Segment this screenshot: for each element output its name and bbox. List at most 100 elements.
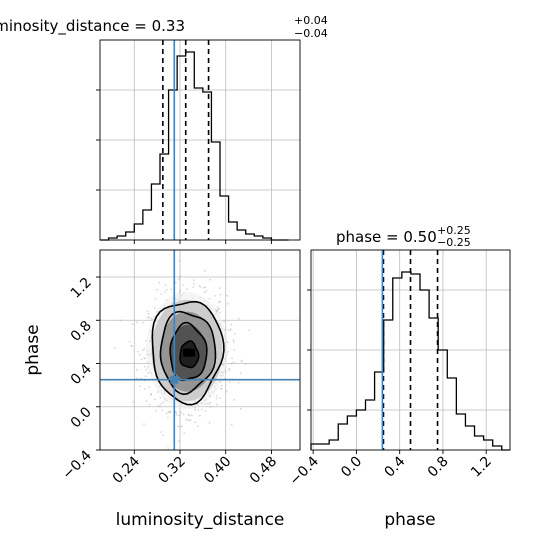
sample-point bbox=[230, 323, 233, 326]
sample-point bbox=[217, 308, 220, 310]
sample-point bbox=[144, 339, 147, 342]
sample-point bbox=[130, 345, 133, 348]
y-tick-label: −0.4 bbox=[59, 447, 94, 482]
sample-point bbox=[137, 350, 139, 353]
sample-point bbox=[232, 361, 235, 364]
sample-point bbox=[179, 289, 182, 292]
sample-point bbox=[231, 357, 233, 360]
sample-point bbox=[168, 411, 171, 413]
x-axis-title-luminosity-distance: luminosity_distance bbox=[116, 510, 285, 530]
sample-point bbox=[154, 410, 157, 412]
luminosity-distance-histogram bbox=[100, 51, 289, 241]
sample-point bbox=[160, 431, 163, 433]
sample-point bbox=[143, 423, 145, 425]
sample-point bbox=[130, 345, 133, 347]
density-contour bbox=[151, 300, 225, 406]
sample-point bbox=[203, 403, 206, 405]
luminosity-distance-title-sup: +0.04 bbox=[294, 14, 328, 27]
sample-point bbox=[202, 286, 205, 289]
sample-point bbox=[204, 410, 207, 412]
luminosity-distance-title: luminosity_distance = 0.33 bbox=[0, 17, 185, 36]
sample-point bbox=[160, 293, 163, 295]
sample-point bbox=[179, 425, 182, 428]
sample-point bbox=[208, 403, 210, 405]
phase-title-sup: +0.25 bbox=[437, 224, 471, 237]
x-tick-label: 0.32 bbox=[155, 454, 188, 487]
density-2d-frame bbox=[99, 249, 301, 451]
luminosity-distance-title-sub: −0.04 bbox=[294, 27, 328, 40]
sample-point bbox=[232, 339, 235, 341]
sample-point bbox=[143, 357, 146, 359]
sample-point bbox=[138, 385, 141, 387]
sample-point bbox=[162, 434, 165, 436]
sample-point bbox=[228, 381, 231, 383]
x-tick-label: 1.2 bbox=[468, 454, 495, 481]
sample-point bbox=[147, 371, 150, 374]
density-contour bbox=[169, 321, 208, 382]
sample-point bbox=[157, 405, 160, 408]
sample-point bbox=[215, 403, 218, 406]
sample-point bbox=[164, 290, 167, 293]
sample-point bbox=[197, 408, 200, 411]
sample-point bbox=[128, 340, 131, 343]
sample-point bbox=[167, 411, 170, 413]
sample-point bbox=[221, 384, 223, 387]
sample-point bbox=[187, 413, 190, 416]
sample-point bbox=[228, 369, 231, 372]
sample-point bbox=[188, 414, 191, 417]
sample-point bbox=[199, 286, 202, 288]
sample-point bbox=[119, 319, 122, 322]
sample-point bbox=[154, 398, 157, 401]
sample-point bbox=[145, 368, 148, 371]
density-contour bbox=[159, 310, 217, 396]
sample-point bbox=[186, 418, 189, 421]
sample-point bbox=[136, 321, 139, 324]
sample-point bbox=[185, 418, 188, 421]
sample-point bbox=[167, 447, 169, 449]
sample-point bbox=[175, 414, 178, 416]
sample-point bbox=[233, 349, 236, 351]
sample-point bbox=[219, 293, 222, 296]
sample-point bbox=[148, 316, 150, 319]
sample-point bbox=[239, 372, 242, 375]
sample-point bbox=[140, 358, 143, 361]
sample-point bbox=[237, 381, 240, 384]
sample-point bbox=[175, 411, 178, 414]
sample-point bbox=[186, 288, 188, 291]
sample-point bbox=[230, 328, 232, 330]
sample-point bbox=[230, 362, 233, 365]
y-tick-label: 0.4 bbox=[68, 361, 95, 388]
sample-point bbox=[148, 403, 151, 406]
sample-point bbox=[215, 397, 218, 400]
sample-point bbox=[205, 290, 208, 292]
sample-point bbox=[233, 399, 236, 401]
sample-point bbox=[218, 311, 221, 314]
sample-point bbox=[143, 387, 146, 390]
sample-point bbox=[226, 302, 229, 305]
sample-point bbox=[229, 329, 232, 332]
sample-point bbox=[165, 412, 168, 415]
sample-point bbox=[169, 411, 172, 414]
x-tick-label: 0.40 bbox=[201, 454, 234, 487]
sample-point bbox=[198, 414, 201, 417]
density-layer bbox=[100, 250, 300, 450]
y-axis-title-phase: phase bbox=[23, 324, 43, 375]
sample-point bbox=[180, 411, 183, 414]
sample-point bbox=[142, 321, 145, 324]
sample-point bbox=[148, 386, 151, 388]
sample-point bbox=[206, 402, 209, 405]
sample-point bbox=[143, 348, 146, 350]
sample-point bbox=[218, 308, 221, 310]
sample-point bbox=[188, 419, 191, 422]
sample-point bbox=[183, 432, 186, 434]
sample-point bbox=[147, 312, 150, 315]
sample-point bbox=[240, 407, 242, 410]
sample-point bbox=[244, 363, 247, 365]
sample-point bbox=[218, 301, 221, 304]
sample-point bbox=[144, 375, 147, 378]
sample-point bbox=[159, 396, 162, 399]
sample-point bbox=[159, 405, 161, 407]
truth-marker bbox=[170, 375, 179, 384]
sample-point bbox=[209, 405, 212, 408]
sample-point bbox=[164, 284, 167, 286]
